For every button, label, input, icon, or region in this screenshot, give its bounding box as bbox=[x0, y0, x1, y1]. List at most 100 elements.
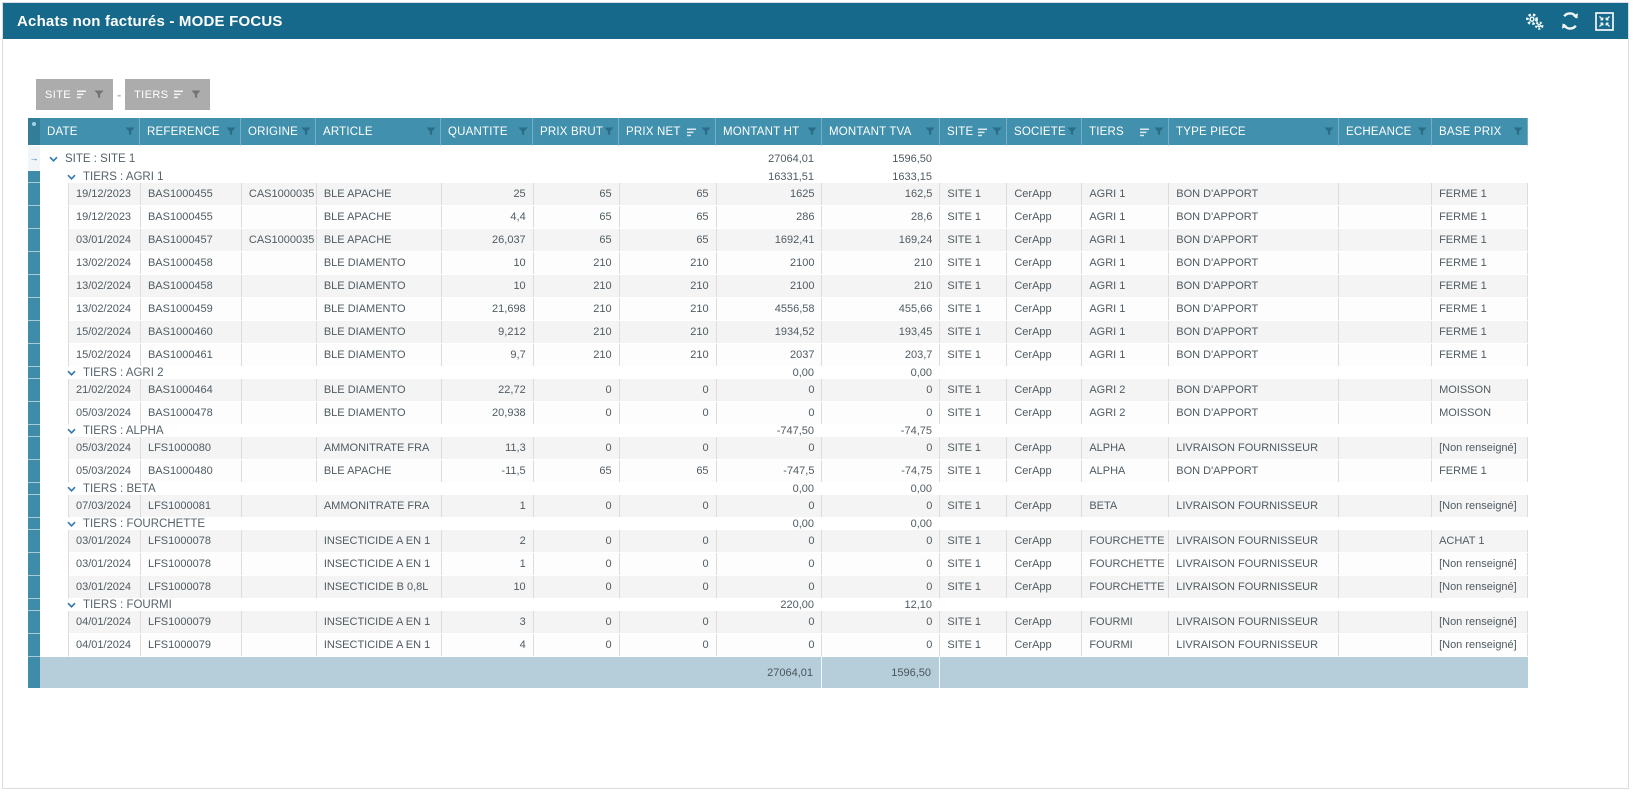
column-header-base-prix[interactable]: BASE PRIX bbox=[1432, 118, 1528, 146]
table-row[interactable]: 13/02/2024BAS1000458BLE DIAMENTO10210210… bbox=[28, 252, 1528, 275]
column-header-article[interactable]: ARTICLE bbox=[316, 118, 441, 146]
cell-origine bbox=[242, 298, 317, 320]
group-row[interactable]: TIERS : ALPHA-747,50-74,75 bbox=[28, 425, 1528, 437]
table-row[interactable]: 15/02/2024BAS1000460BLE DIAMENTO9,212210… bbox=[28, 321, 1528, 344]
row-indicator[interactable] bbox=[28, 576, 40, 599]
chevron-down-icon[interactable] bbox=[67, 486, 76, 492]
group-row[interactable]: TIERS : AGRI 20,000,00 bbox=[28, 367, 1528, 379]
column-header-origine[interactable]: ORIGINE bbox=[241, 118, 316, 146]
filter-funnel-icon[interactable] bbox=[604, 127, 614, 136]
chevron-down-icon[interactable] bbox=[67, 174, 76, 180]
row-indicator[interactable] bbox=[28, 379, 40, 402]
table-row[interactable]: 03/01/2024LFS1000078INSECTICIDE A EN 110… bbox=[28, 553, 1528, 576]
group-row[interactable]: →SITE : SITE 127064,011596,50 bbox=[28, 146, 1528, 171]
filter-funnel-icon[interactable] bbox=[226, 127, 236, 136]
filter-funnel-icon[interactable] bbox=[807, 127, 817, 136]
group-row[interactable]: TIERS : FOURMI220,0012,10 bbox=[28, 599, 1528, 611]
row-indicator[interactable] bbox=[28, 402, 40, 425]
column-header-societe[interactable]: SOCIETE bbox=[1007, 118, 1082, 146]
chevron-down-icon[interactable] bbox=[67, 370, 76, 376]
filter-funnel-icon[interactable] bbox=[1154, 127, 1164, 136]
column-header-type-piece[interactable]: TYPE PIECE bbox=[1169, 118, 1339, 146]
table-row[interactable]: 13/02/2024BAS1000459BLE DIAMENTO21,69821… bbox=[28, 298, 1528, 321]
filter-funnel-icon[interactable] bbox=[426, 127, 436, 136]
row-indicator[interactable] bbox=[28, 495, 40, 518]
filter-funnel-icon[interactable] bbox=[1324, 127, 1334, 136]
chevron-down-icon[interactable] bbox=[67, 428, 76, 434]
filter-funnel-icon[interactable] bbox=[518, 127, 528, 136]
table-row[interactable]: 03/01/2024BAS1000457CAS1000035BLE APACHE… bbox=[28, 229, 1528, 252]
table-row[interactable]: 05/03/2024BAS1000480BLE APACHE-11,56565-… bbox=[28, 460, 1528, 483]
row-indicator[interactable] bbox=[28, 344, 40, 367]
chevron-down-icon[interactable] bbox=[49, 156, 58, 162]
row-indicator[interactable] bbox=[28, 298, 40, 321]
grid-corner-selector[interactable] bbox=[28, 118, 40, 146]
filter-funnel-icon[interactable] bbox=[925, 127, 935, 136]
exit-focus-icon[interactable] bbox=[1595, 12, 1614, 31]
table-row[interactable]: 05/03/2024BAS1000478BLE DIAMENTO20,93800… bbox=[28, 402, 1528, 425]
row-indicator[interactable] bbox=[28, 518, 40, 530]
filter-funnel-icon[interactable] bbox=[1067, 127, 1077, 136]
column-header-date[interactable]: DATE bbox=[40, 118, 140, 146]
filter-funnel-icon[interactable] bbox=[94, 90, 104, 99]
filter-funnel-icon[interactable] bbox=[1513, 127, 1523, 136]
row-indicator[interactable] bbox=[28, 437, 40, 460]
filter-funnel-icon[interactable] bbox=[125, 127, 135, 136]
table-row[interactable]: 19/12/2023BAS1000455BLE APACHE4,46565286… bbox=[28, 206, 1528, 229]
current-row-indicator[interactable]: → bbox=[28, 146, 40, 171]
table-row[interactable]: 03/01/2024LFS1000078INSECTICIDE B 0,8L10… bbox=[28, 576, 1528, 599]
table-row[interactable]: 13/02/2024BAS1000458BLE DIAMENTO10210210… bbox=[28, 275, 1528, 298]
row-indicator[interactable] bbox=[28, 634, 40, 657]
table-row[interactable]: 19/12/2023BAS1000455CAS1000035BLE APACHE… bbox=[28, 183, 1528, 206]
row-indicator[interactable] bbox=[28, 252, 40, 275]
row-indicator[interactable] bbox=[28, 425, 40, 437]
settings-gears-icon[interactable] bbox=[1524, 12, 1545, 31]
filter-funnel-icon[interactable] bbox=[701, 127, 711, 136]
row-indicator[interactable] bbox=[28, 460, 40, 483]
cell-montant-ht: 2100 bbox=[717, 275, 823, 297]
row-indicator[interactable] bbox=[28, 611, 40, 634]
filter-funnel-icon[interactable] bbox=[992, 127, 1002, 136]
filter-funnel-icon[interactable] bbox=[191, 90, 201, 99]
column-header-reference[interactable]: REFERENCE bbox=[140, 118, 241, 146]
row-indicator[interactable] bbox=[28, 229, 40, 252]
column-header-prix-brut[interactable]: PRIX BRUT bbox=[533, 118, 619, 146]
group-chip-site[interactable]: SITE bbox=[36, 79, 113, 110]
row-indicator[interactable] bbox=[28, 183, 40, 206]
table-row[interactable]: 21/02/2024BAS1000464BLE DIAMENTO22,72000… bbox=[28, 379, 1528, 402]
filter-funnel-icon[interactable] bbox=[1417, 127, 1427, 136]
row-indicator[interactable] bbox=[28, 530, 40, 553]
group-row[interactable]: TIERS : AGRI 116331,511633,15 bbox=[28, 171, 1528, 183]
group-chip-tiers[interactable]: TIERS bbox=[125, 79, 210, 110]
row-indicator[interactable] bbox=[28, 321, 40, 344]
row-indicator[interactable] bbox=[28, 599, 40, 611]
column-header-montant-ht[interactable]: MONTANT HT bbox=[716, 118, 822, 146]
column-header-tiers[interactable]: TIERS bbox=[1082, 118, 1169, 146]
row-indicator[interactable] bbox=[28, 206, 40, 229]
group-row[interactable]: TIERS : BETA0,000,00 bbox=[28, 483, 1528, 495]
table-row[interactable]: 04/01/2024LFS1000079INSECTICIDE A EN 130… bbox=[28, 611, 1528, 634]
cell-article: BLE DIAMENTO bbox=[317, 321, 442, 343]
column-header-prix-net[interactable]: PRIX NET bbox=[619, 118, 716, 146]
table-row[interactable]: 04/01/2024LFS1000079INSECTICIDE A EN 140… bbox=[28, 634, 1528, 657]
column-header-echeance[interactable]: ECHEANCE bbox=[1339, 118, 1432, 146]
cell-prix-brut: 210 bbox=[534, 298, 620, 320]
refresh-icon[interactable] bbox=[1560, 11, 1580, 31]
column-header-site[interactable]: SITE bbox=[940, 118, 1007, 146]
filter-funnel-icon[interactable] bbox=[301, 127, 311, 136]
table-row[interactable]: 07/03/2024LFS1000081AMMONITRATE FRA10000… bbox=[28, 495, 1528, 518]
column-header-montant-tva[interactable]: MONTANT TVA bbox=[822, 118, 940, 146]
row-indicator[interactable] bbox=[28, 275, 40, 298]
row-indicator[interactable] bbox=[28, 171, 40, 183]
table-row[interactable]: 15/02/2024BAS1000461BLE DIAMENTO9,721021… bbox=[28, 344, 1528, 367]
chevron-down-icon[interactable] bbox=[67, 521, 76, 527]
row-indicator[interactable] bbox=[28, 367, 40, 379]
chevron-down-icon[interactable] bbox=[67, 602, 76, 608]
cell-reference: BAS1000455 bbox=[141, 183, 242, 205]
table-row[interactable]: 03/01/2024LFS1000078INSECTICIDE A EN 120… bbox=[28, 530, 1528, 553]
group-row[interactable]: TIERS : FOURCHETTE0,000,00 bbox=[28, 518, 1528, 530]
table-row[interactable]: 05/03/2024LFS1000080AMMONITRATE FRA11,30… bbox=[28, 437, 1528, 460]
row-indicator[interactable] bbox=[28, 553, 40, 576]
row-indicator[interactable] bbox=[28, 483, 40, 495]
column-header-quantite[interactable]: QUANTITE bbox=[441, 118, 533, 146]
